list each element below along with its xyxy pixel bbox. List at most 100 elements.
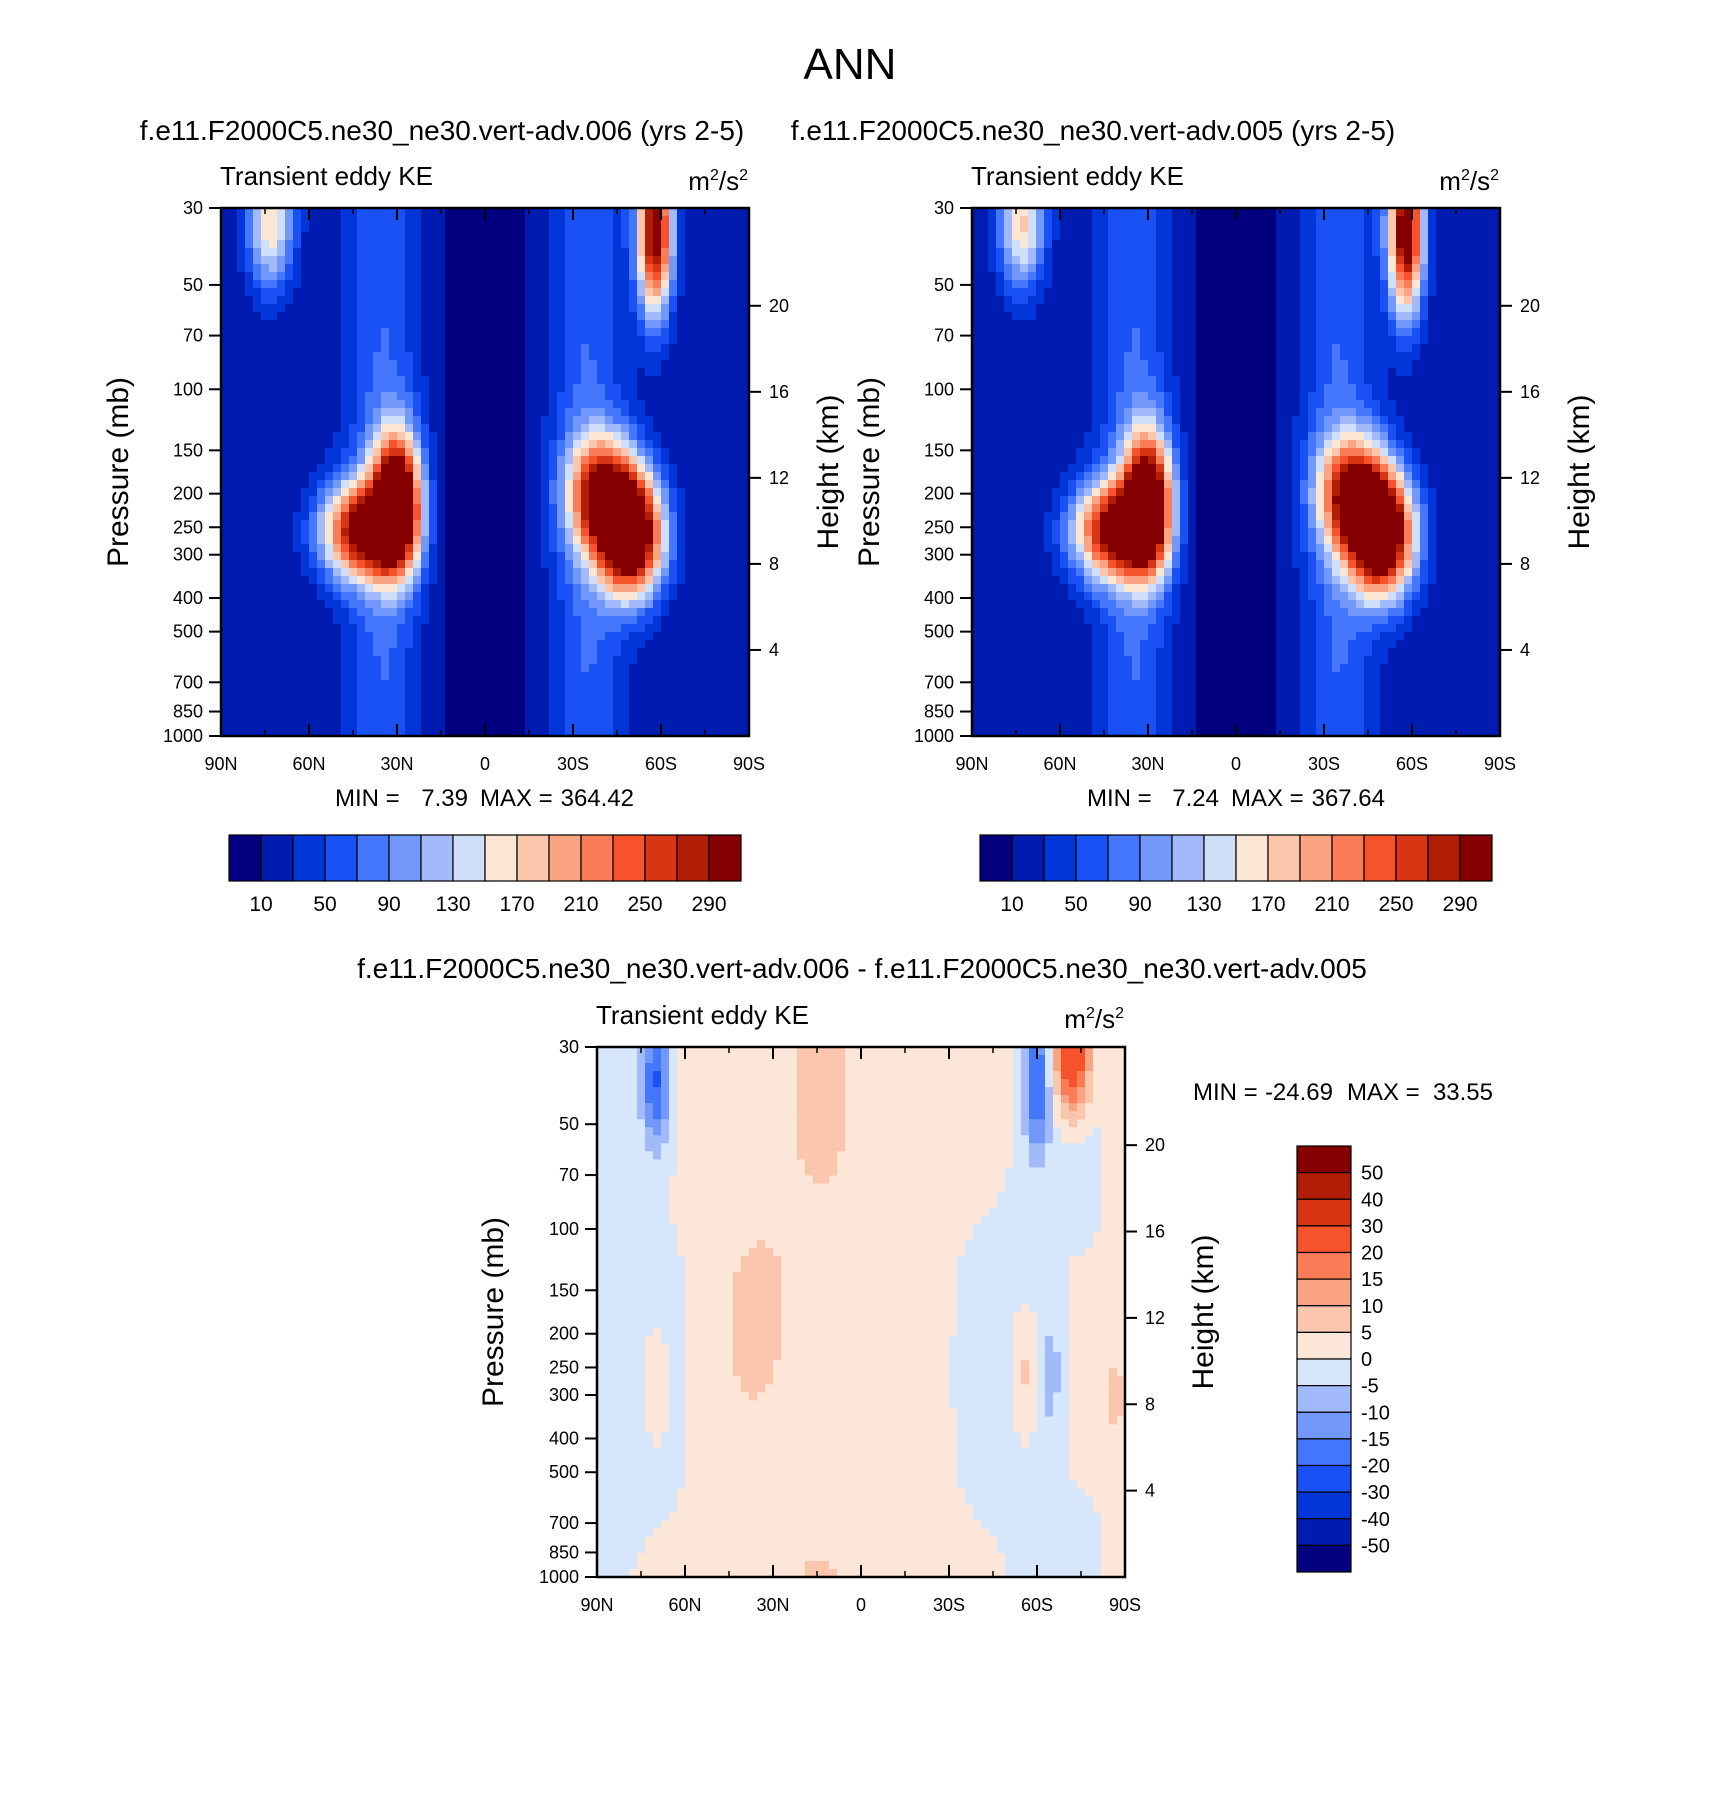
contour-cell bbox=[485, 376, 494, 385]
contour-cell bbox=[629, 648, 638, 657]
contour-cell bbox=[605, 728, 614, 736]
contour-cell bbox=[349, 544, 358, 553]
contour-cell bbox=[453, 632, 462, 641]
contour-cell bbox=[725, 248, 734, 257]
contour-cell bbox=[661, 728, 670, 736]
contour-cell bbox=[1348, 240, 1357, 249]
contour-cell bbox=[1452, 240, 1461, 249]
contour-cell bbox=[581, 376, 590, 385]
contour-cell bbox=[421, 512, 430, 521]
contour-cell bbox=[397, 352, 406, 361]
contour-cell bbox=[613, 656, 622, 665]
contour-cell bbox=[685, 296, 694, 305]
contour-cell bbox=[1340, 240, 1349, 249]
contour-cell bbox=[605, 416, 614, 425]
contour-cell bbox=[597, 256, 606, 265]
contour-cell bbox=[573, 360, 582, 369]
contour-cell bbox=[597, 320, 606, 329]
contour-cell bbox=[413, 648, 422, 657]
contour-cell bbox=[253, 456, 262, 465]
contour-cell bbox=[365, 696, 374, 705]
contour-cell bbox=[461, 680, 470, 689]
contour-cell bbox=[373, 720, 382, 729]
contour-cell bbox=[669, 568, 678, 577]
contour-cell bbox=[253, 328, 262, 337]
contour-cell bbox=[685, 504, 694, 513]
contour-cell bbox=[477, 648, 486, 657]
contour-cell bbox=[701, 544, 710, 553]
contour-cell bbox=[541, 536, 550, 545]
contour-cell bbox=[533, 224, 542, 233]
contour-cell bbox=[685, 680, 694, 689]
contour-cell bbox=[237, 328, 246, 337]
contour-cell bbox=[1492, 248, 1500, 257]
contour-cell bbox=[493, 312, 502, 321]
contour-cell bbox=[277, 696, 286, 705]
contour-cell bbox=[613, 248, 622, 257]
contour-cell bbox=[701, 520, 710, 529]
contour-cell bbox=[349, 616, 358, 625]
contour-cell bbox=[445, 720, 454, 729]
contour-cell bbox=[549, 640, 558, 649]
contour-cell bbox=[613, 424, 622, 433]
contour-cell bbox=[581, 536, 590, 545]
contour-cell bbox=[373, 472, 382, 481]
contour-cell bbox=[597, 248, 606, 257]
contour-cell bbox=[685, 616, 694, 625]
contour-cell bbox=[485, 720, 494, 729]
contour-cell bbox=[341, 312, 350, 321]
contour-cell bbox=[253, 680, 262, 689]
contour-cell bbox=[549, 576, 558, 585]
contour-cell bbox=[717, 448, 726, 457]
contour-cell bbox=[309, 456, 318, 465]
contour-cell bbox=[245, 472, 254, 481]
contour-cell bbox=[637, 568, 646, 577]
contour-cell bbox=[349, 416, 358, 425]
contour-cell bbox=[693, 272, 702, 281]
contour-cell bbox=[549, 712, 558, 721]
contour-cell bbox=[669, 688, 678, 697]
contour-cell bbox=[333, 672, 342, 681]
contour-cell bbox=[341, 504, 350, 513]
contour-cell bbox=[605, 320, 614, 329]
contour-cell bbox=[717, 696, 726, 705]
contour-cell bbox=[397, 560, 406, 569]
contour-cell bbox=[389, 672, 398, 681]
contour-cell bbox=[413, 360, 422, 369]
contour-cell bbox=[1396, 256, 1405, 265]
contour-cell bbox=[741, 232, 749, 241]
contour-cell bbox=[629, 280, 638, 289]
contour-cell bbox=[245, 728, 254, 736]
contour-cell bbox=[333, 568, 342, 577]
contour-cell bbox=[293, 616, 302, 625]
contour-cell bbox=[397, 656, 406, 665]
contour-cell bbox=[621, 280, 630, 289]
contour-cell bbox=[413, 688, 422, 697]
contour-cell bbox=[573, 464, 582, 473]
contour-cell bbox=[285, 512, 294, 521]
contour-cell bbox=[349, 528, 358, 537]
contour-cell bbox=[277, 400, 286, 409]
contour-cell bbox=[317, 712, 326, 721]
contour-cell bbox=[429, 256, 438, 265]
contour-cell bbox=[1116, 264, 1125, 273]
contour-cell bbox=[365, 592, 374, 601]
contour-cell bbox=[533, 384, 542, 393]
contour-cell bbox=[501, 592, 510, 601]
contour-cell bbox=[317, 232, 326, 241]
contour-cell bbox=[229, 520, 238, 529]
contour-cell bbox=[541, 472, 550, 481]
contour-cell bbox=[637, 608, 646, 617]
contour-cell bbox=[229, 384, 238, 393]
contour-cell bbox=[525, 664, 534, 673]
contour-cell bbox=[381, 680, 390, 689]
contour-cell bbox=[741, 392, 749, 401]
contour-cell bbox=[972, 224, 981, 233]
contour-cell bbox=[661, 384, 670, 393]
contour-cell bbox=[253, 312, 262, 321]
contour-cell bbox=[261, 400, 270, 409]
contour-cell bbox=[221, 584, 230, 593]
contour-cell bbox=[629, 272, 638, 281]
contour-cell bbox=[469, 376, 478, 385]
contour-cell bbox=[741, 416, 749, 425]
